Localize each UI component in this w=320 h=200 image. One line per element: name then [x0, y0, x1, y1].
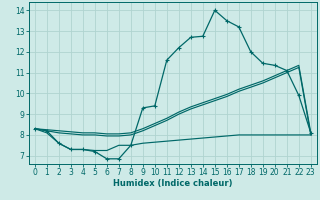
X-axis label: Humidex (Indice chaleur): Humidex (Indice chaleur): [113, 179, 233, 188]
